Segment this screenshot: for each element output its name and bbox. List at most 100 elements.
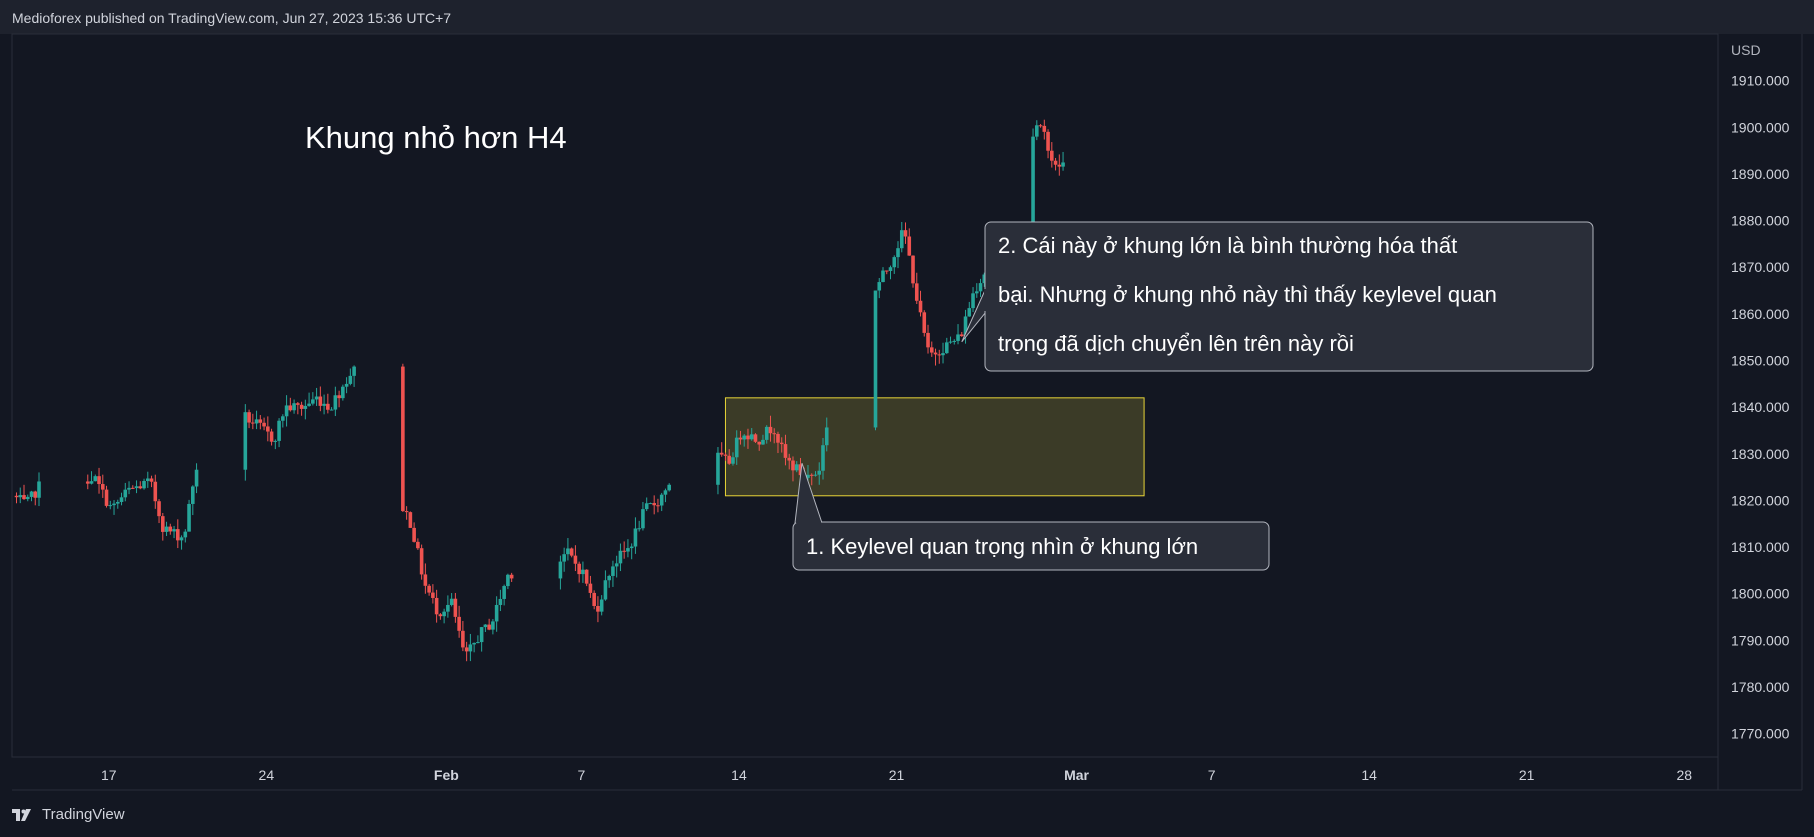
candle (922, 310, 927, 337)
candle (734, 430, 739, 465)
header-bar: Medioforex published on TradingView.com,… (0, 0, 1814, 34)
candle (941, 342, 945, 364)
candle (277, 418, 281, 448)
candle (487, 618, 491, 631)
candle (33, 490, 38, 506)
candle (187, 499, 191, 532)
candle (419, 544, 424, 580)
candle (719, 442, 724, 457)
candle (716, 447, 720, 495)
candle (663, 488, 668, 503)
y-tick-label: 1840.000 (1731, 399, 1790, 415)
candle (119, 492, 124, 506)
candle (903, 222, 908, 244)
candle (134, 480, 139, 494)
candle (104, 485, 109, 508)
candle (191, 485, 195, 516)
candle (89, 471, 94, 485)
candle (25, 494, 30, 502)
candle (243, 404, 248, 481)
candle (509, 572, 514, 582)
y-tick-label: 1870.000 (1731, 259, 1790, 275)
candle (659, 492, 664, 512)
candle (123, 482, 128, 502)
candle (644, 497, 649, 512)
candle (764, 425, 769, 444)
candle (813, 471, 818, 477)
candle (269, 428, 274, 446)
candle (18, 487, 23, 504)
candle (427, 584, 431, 596)
callout-1[interactable]: 1. Keylevel quan trọng nhìn ở khung lớn (792, 462, 1270, 571)
candle (768, 415, 773, 442)
candle (588, 575, 593, 598)
candle (772, 428, 777, 444)
candle (318, 386, 323, 412)
candle (907, 228, 912, 256)
candle (404, 506, 409, 520)
candle (881, 267, 885, 283)
y-tick-label: 1810.000 (1731, 539, 1790, 555)
candle (753, 433, 758, 443)
candle (982, 272, 987, 287)
y-tick-label: 1830.000 (1731, 446, 1790, 462)
tradingview-logo[interactable]: TradingView (12, 806, 125, 823)
candle (1038, 123, 1043, 128)
y-tick-label: 1820.000 (1731, 492, 1790, 508)
candle (288, 397, 293, 412)
candle (971, 287, 975, 313)
candle (431, 584, 435, 604)
candle (352, 365, 356, 387)
candle (918, 290, 923, 317)
candle (412, 522, 416, 543)
candle (273, 439, 278, 450)
candle (873, 290, 878, 431)
candle (783, 434, 788, 466)
candle (944, 337, 949, 354)
candle (115, 499, 120, 509)
x-tick-label: 7 (578, 767, 586, 783)
candle (179, 535, 184, 550)
callout-2[interactable]: 2. Cái này ở khung lớn là bình thường hó… (961, 221, 1594, 372)
candle (892, 255, 897, 274)
candle (1057, 154, 1062, 176)
candle (29, 490, 34, 502)
candle (258, 415, 263, 430)
x-tick-label: 14 (1361, 767, 1377, 783)
candle (656, 498, 660, 513)
candle (254, 410, 259, 430)
candle (757, 441, 762, 451)
candle (153, 474, 158, 509)
candle (194, 463, 199, 494)
candle (281, 414, 285, 428)
candle (168, 523, 173, 535)
candle (742, 434, 747, 447)
candle (1035, 120, 1039, 141)
candle (160, 512, 165, 541)
candle (896, 241, 900, 269)
tradingview-logo-icon (12, 808, 31, 821)
keylevel-zone[interactable] (724, 397, 1145, 497)
candle (127, 481, 131, 495)
candle (618, 543, 623, 572)
candle (577, 561, 581, 583)
candle (100, 474, 105, 498)
candle (1046, 129, 1050, 159)
candle (408, 511, 413, 528)
candle (468, 633, 473, 662)
y-tick-label: 1860.000 (1731, 306, 1790, 322)
candle (723, 452, 728, 461)
candle (821, 437, 825, 480)
candle (599, 595, 604, 616)
candle (322, 394, 326, 415)
candle (292, 399, 296, 414)
candle (130, 485, 135, 490)
candle (1053, 157, 1058, 171)
candle (629, 543, 634, 560)
candle (344, 377, 349, 394)
callout-1-text: 1. Keylevel quan trọng nhìn ở khung lớn (806, 534, 1198, 559)
candle (592, 590, 596, 610)
candle (809, 473, 814, 486)
candle (483, 624, 488, 633)
